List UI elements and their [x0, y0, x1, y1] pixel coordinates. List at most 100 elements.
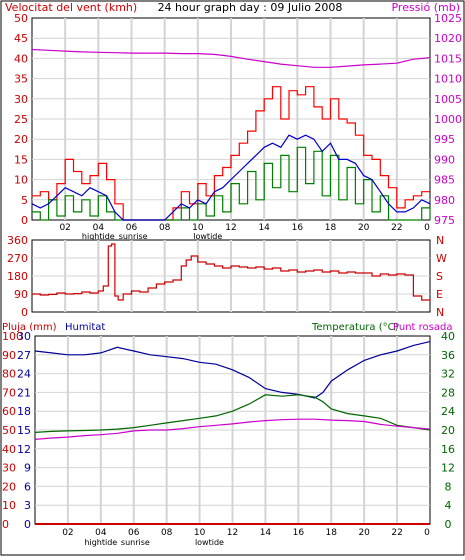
- humidity-tick: 50: [2, 424, 16, 437]
- series-line-pressure: [31, 48, 431, 68]
- hour-tick-label: 10: [194, 528, 206, 538]
- humidity-temperature-series: [34, 341, 431, 525]
- compass-tick: N: [436, 234, 444, 247]
- rain-tick: 12: [17, 443, 31, 456]
- tide-annotation-lowtide: lowtide: [193, 232, 222, 241]
- series-line-gust: [32, 86, 430, 221]
- hour-tick-label: 22: [391, 223, 402, 233]
- series-line-direction: [32, 243, 431, 301]
- rain-tick: 6: [24, 480, 31, 493]
- humidity-tick-labels: 0 10 20 30 40 50 60 70 80 90 100: [2, 330, 23, 531]
- pressure-tick: 995: [434, 133, 455, 146]
- rain-tick: 15: [17, 424, 31, 437]
- hour-tick-label: 12: [227, 528, 238, 538]
- humidity-axis-title: Humitat: [65, 322, 105, 333]
- wind-speed-tick: 40: [14, 52, 28, 65]
- hour-tick-label: 12: [225, 223, 236, 233]
- temperature-axis-title: Temperatura (°C): [311, 322, 399, 333]
- humidity-tick: 0: [2, 518, 9, 531]
- temperature-tick: 16: [441, 443, 455, 456]
- temperature-tick: 40: [441, 330, 455, 343]
- hour-tick-label: 04: [93, 223, 105, 233]
- wind-speed-tick: 15: [14, 153, 28, 166]
- pressure-tick: 1025: [434, 12, 462, 25]
- dewpoint-axis-title: Punt rosada: [393, 322, 452, 333]
- tide-annotation-hightide: hightide: [82, 232, 115, 241]
- hour-tick-label: 22: [391, 528, 402, 538]
- chart-date-title: 24 hour graph day : 09 Julio 2008: [158, 1, 343, 14]
- rain-tick: 30: [17, 330, 31, 343]
- wind-tide-annotations: hightide sunrise lowtide: [82, 232, 222, 241]
- tide-annotation-lowtide: lowtide: [195, 538, 224, 547]
- temperature-tick: 4: [445, 499, 452, 512]
- hour-tick-label-end: 0: [424, 223, 430, 233]
- temperature-tick: 20: [441, 424, 455, 437]
- pressure-tick: 975: [434, 214, 455, 227]
- pressure-tick: 990: [434, 153, 455, 166]
- humidity-tick: 70: [2, 386, 16, 399]
- hour-tick-label: 10: [192, 223, 204, 233]
- hour-tick-label: 06: [126, 223, 138, 233]
- rain-axis-title: Pluja (mm): [2, 322, 57, 333]
- pressure-tick: 1015: [434, 52, 462, 65]
- series-line-average: [31, 134, 431, 221]
- series-line-dewpoint: [34, 418, 431, 440]
- direction-degree-tick: 90: [14, 288, 28, 301]
- rain-tick: 0: [24, 518, 31, 531]
- pressure-tick: 1010: [434, 73, 462, 86]
- rain-tick: 18: [17, 405, 31, 418]
- humidity-tick: 80: [2, 368, 16, 381]
- compass-tick: W: [436, 252, 447, 265]
- pressure-tick: 985: [434, 174, 455, 187]
- direction-degree-tick: 360: [7, 234, 28, 247]
- wind-speed-tick: 25: [14, 113, 28, 126]
- rain-tick: 21: [17, 386, 31, 399]
- temperature-tick: 8: [445, 480, 452, 493]
- temperature-hour-tick-labels: 02 04 06 08 10 12 14 16 18 20 22 0: [62, 528, 430, 538]
- tide-annotation-hightide: hightide: [84, 538, 117, 547]
- pressure-axis-title: Pressió (mb): [391, 1, 460, 14]
- wind-speed-tick: 0: [21, 214, 28, 227]
- humidity-tick: 40: [2, 443, 16, 456]
- direction-degree-labels: 0 90 180 270 360: [7, 234, 28, 319]
- series-line-minimum: [32, 146, 431, 221]
- compass-tick: E: [436, 288, 443, 301]
- temperature-tick: 24: [441, 405, 455, 418]
- compass-tick: N: [436, 306, 444, 319]
- wind-speed-tick: 45: [14, 32, 28, 45]
- rain-tick: 3: [24, 499, 31, 512]
- temperature-tide-annotations: hightide sunrise lowtide: [84, 538, 224, 547]
- wind-pressure-series: [31, 48, 431, 221]
- temperature-tick-labels: 0 4 8 12 16 20 24 28 32 36 40: [441, 330, 455, 531]
- hour-tick-label-end: 0: [424, 528, 430, 538]
- temperature-tick: 0: [445, 518, 452, 531]
- rain-tick: 27: [17, 349, 31, 362]
- wind-axis-title: Velocitat del vent (kmh): [5, 1, 137, 14]
- tide-annotation-sunrise: sunrise: [121, 538, 150, 547]
- hour-tick-label: 02: [59, 223, 70, 233]
- compass-tick: S: [436, 270, 443, 283]
- hour-tick-label: 18: [326, 528, 338, 538]
- tide-annotation-sunrise: sunrise: [119, 232, 148, 241]
- hour-tick-label: 18: [325, 223, 337, 233]
- humidity-tick: 30: [2, 462, 16, 475]
- series-line-humidity: [34, 341, 431, 399]
- wind-direction-grid: [32, 240, 430, 312]
- rain-tick: 24: [17, 368, 31, 381]
- rain-tick-labels: 0 3 6 9 12 15 18 21 24 27 30: [17, 330, 31, 531]
- hour-tick-label: 04: [95, 528, 107, 538]
- humidity-tick: 10: [2, 499, 16, 512]
- temperature-tick: 28: [441, 386, 455, 399]
- hour-tick-label: 20: [358, 223, 370, 233]
- hour-tick-label: 08: [161, 528, 173, 538]
- wind-direction-series: [32, 243, 431, 301]
- hour-tick-label: 08: [159, 223, 171, 233]
- hour-tick-label: 16: [293, 528, 305, 538]
- wind-speed-tick: 10: [14, 174, 28, 187]
- wind-speed-tick: 20: [14, 133, 28, 146]
- wind-hour-tick-labels: 02 04 06 08 10 12 14 16 18 20 22 0: [59, 223, 430, 233]
